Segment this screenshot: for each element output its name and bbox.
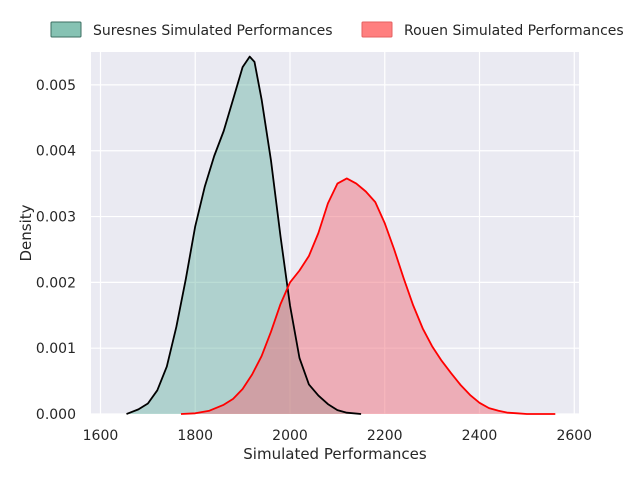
y-tick-label: 0.002 (36, 275, 76, 291)
legend-label-rouen: Rouen Simulated Performances (404, 23, 624, 39)
x-tick-label: 2400 (462, 428, 498, 444)
y-tick-label: 0.001 (36, 341, 76, 357)
legend-swatch-rouen (361, 21, 393, 38)
density-fill-1 (181, 178, 556, 414)
x-tick-label: 1800 (177, 428, 213, 444)
y-tick-label: 0.000 (36, 407, 76, 423)
y-tick-label: 0.004 (36, 144, 76, 160)
density-fill-0 (126, 56, 362, 414)
x-tick-label: 2200 (367, 428, 403, 444)
y-tick-label: 0.003 (36, 210, 76, 226)
density-line-0 (126, 55, 362, 415)
legend-label-suresnes: Suresnes Simulated Performances (93, 23, 333, 39)
legend: Suresnes Simulated Performances Rouen Si… (50, 21, 624, 39)
x-tick-label: 2000 (272, 428, 308, 444)
x-tick-labels: 1600 1800 2000 2200 2400 2600 (83, 428, 592, 444)
y-axis-label: Density (17, 204, 35, 261)
legend-swatch-suresnes (50, 21, 82, 38)
y-tick-labels: 0.000 0.001 0.002 0.003 0.004 0.005 (36, 78, 76, 423)
series-layer (126, 55, 556, 415)
x-tick-label: 2600 (556, 428, 592, 444)
density-line-1 (180, 177, 556, 415)
x-axis-label: Simulated Performances (243, 445, 427, 463)
y-tick-label: 0.005 (36, 78, 76, 94)
x-tick-label: 1600 (83, 428, 119, 444)
